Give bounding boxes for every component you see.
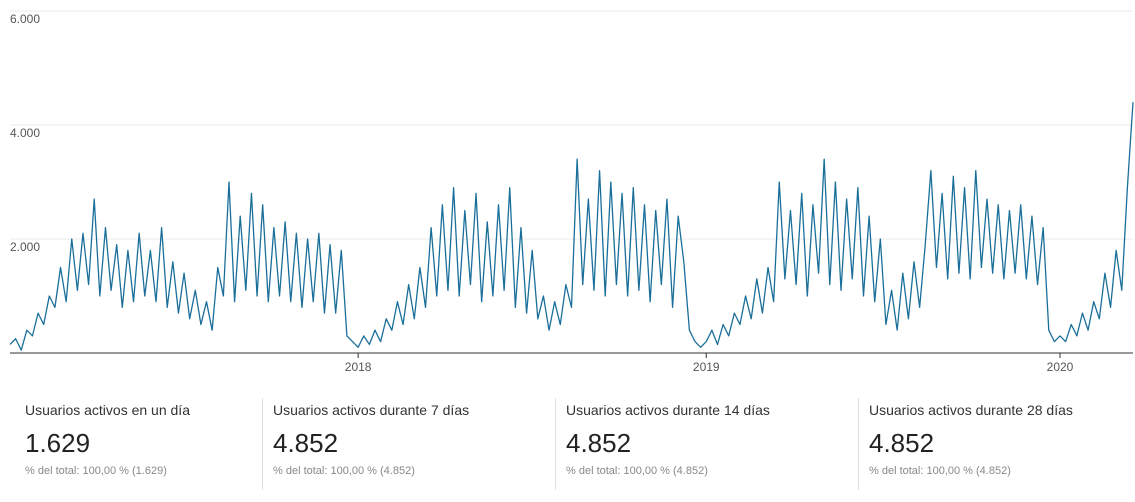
metric-note: % del total: 100,00 % (4.852) <box>566 465 708 477</box>
y-tick-label: 2.000 <box>10 240 40 254</box>
metric-value: 4.852 <box>566 428 632 458</box>
x-tick-label: 2019 <box>693 360 720 374</box>
separator <box>555 398 556 490</box>
metric-card: Usuarios activos durante 14 días 4.852 %… <box>566 398 770 490</box>
x-tick-label: 2018 <box>345 360 372 374</box>
y-tick-label: 6.000 <box>10 12 40 26</box>
metric-note: % del total: 100,00 % (4.852) <box>869 465 1011 477</box>
metric-card: Usuarios activos durante 7 días 4.852 % … <box>273 398 469 490</box>
metric-label: Usuarios activos en un día <box>25 402 190 418</box>
metric-label: Usuarios activos durante 28 días <box>869 402 1073 418</box>
metric-card: Usuarios activos en un día 1.629 % del t… <box>25 398 190 490</box>
separator <box>262 398 263 490</box>
data-line <box>9 102 1134 351</box>
metric-value: 1.629 <box>25 428 91 458</box>
metric-note: % del total: 100,00 % (1.629) <box>25 465 167 477</box>
metric-card: Usuarios activos durante 28 días 4.852 %… <box>869 398 1073 490</box>
metric-label: Usuarios activos durante 7 días <box>273 402 470 418</box>
metric-value: 4.852 <box>273 428 339 458</box>
metric-value: 4.852 <box>869 428 935 458</box>
metric-note: % del total: 100,00 % (4.852) <box>273 465 415 477</box>
chart: 2.000 4.000 6.000 2018 2019 2020 <box>9 10 1134 374</box>
separator <box>858 398 859 490</box>
x-tick-label: 2020 <box>1047 360 1074 374</box>
metric-label: Usuarios activos durante 14 días <box>566 402 770 418</box>
y-tick-label: 4.000 <box>10 126 40 140</box>
